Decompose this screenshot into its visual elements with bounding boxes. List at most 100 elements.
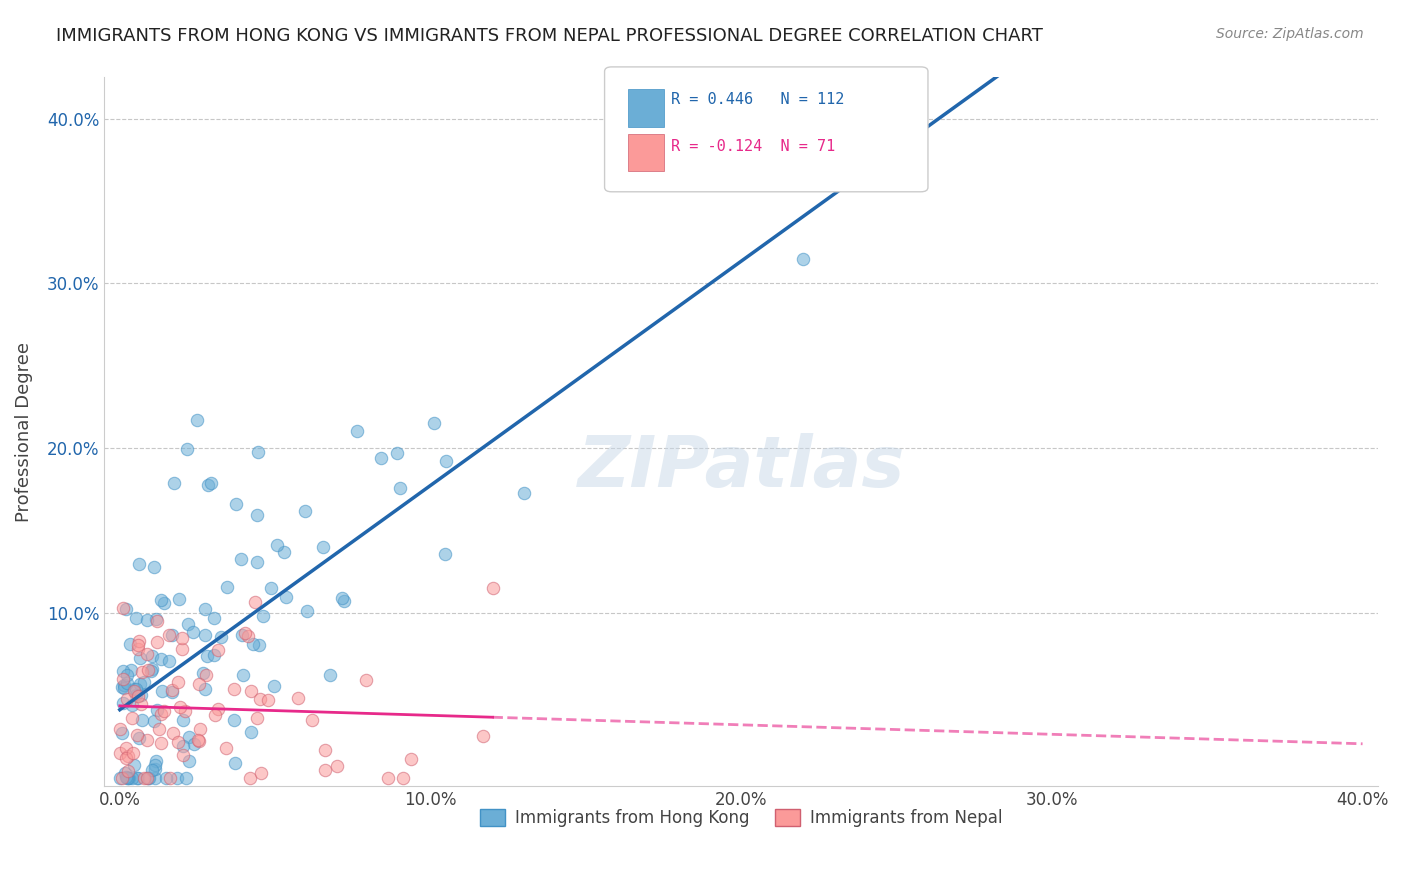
Text: ZIPatlas: ZIPatlas bbox=[578, 433, 905, 501]
Immigrants from Hong Kong bbox=[115, 676, 138, 690]
Immigrants from Nepal bbox=[127, 728, 149, 742]
Immigrants from Hong Kong bbox=[129, 651, 152, 665]
Immigrants from Hong Kong bbox=[122, 757, 145, 772]
Immigrants from Nepal bbox=[222, 682, 245, 697]
Immigrants from Nepal bbox=[314, 743, 336, 757]
Immigrants from Hong Kong bbox=[242, 637, 264, 651]
Immigrants from Hong Kong bbox=[297, 604, 319, 618]
Immigrants from Hong Kong bbox=[197, 478, 219, 492]
Immigrants from Hong Kong bbox=[179, 730, 201, 744]
Immigrants from Nepal bbox=[239, 771, 262, 785]
Immigrants from Hong Kong bbox=[194, 602, 217, 616]
Immigrants from Nepal bbox=[148, 722, 170, 736]
Immigrants from Hong Kong bbox=[513, 486, 536, 500]
Immigrants from Hong Kong bbox=[112, 697, 135, 711]
Immigrants from Nepal bbox=[172, 641, 194, 656]
Immigrants from Nepal bbox=[145, 614, 167, 628]
Immigrants from Hong Kong bbox=[385, 445, 408, 459]
Immigrants from Nepal bbox=[236, 629, 259, 643]
Immigrants from Hong Kong bbox=[111, 680, 134, 694]
Immigrants from Hong Kong bbox=[231, 668, 253, 682]
Immigrants from Hong Kong bbox=[135, 613, 157, 627]
Immigrants from Hong Kong bbox=[183, 737, 205, 751]
Immigrants from Nepal bbox=[392, 771, 415, 785]
Immigrants from Hong Kong bbox=[152, 596, 174, 610]
Immigrants from Hong Kong bbox=[231, 552, 253, 566]
Immigrants from Nepal bbox=[377, 771, 399, 785]
Immigrants from Hong Kong bbox=[194, 627, 217, 641]
Immigrants from Nepal bbox=[207, 643, 229, 657]
Immigrants from Nepal bbox=[117, 749, 139, 764]
Immigrants from Nepal bbox=[160, 682, 183, 697]
Text: Source: ZipAtlas.com: Source: ZipAtlas.com bbox=[1216, 27, 1364, 41]
Immigrants from Hong Kong bbox=[209, 630, 232, 644]
Immigrants from Hong Kong bbox=[332, 594, 354, 608]
Immigrants from Hong Kong bbox=[318, 668, 340, 682]
Immigrants from Hong Kong bbox=[160, 628, 183, 642]
Immigrants from Hong Kong bbox=[111, 664, 134, 678]
Immigrants from Hong Kong bbox=[120, 663, 142, 677]
Immigrants from Hong Kong bbox=[434, 454, 457, 468]
Immigrants from Hong Kong bbox=[792, 252, 814, 266]
Immigrants from Nepal bbox=[150, 706, 173, 721]
Immigrants from Hong Kong bbox=[129, 677, 152, 691]
Immigrants from Hong Kong bbox=[202, 610, 225, 624]
Immigrants from Nepal bbox=[136, 663, 159, 677]
Immigrants from Hong Kong bbox=[330, 591, 353, 605]
Immigrants from Hong Kong bbox=[312, 540, 335, 554]
Immigrants from Hong Kong bbox=[122, 682, 145, 697]
Immigrants from Nepal bbox=[127, 642, 149, 657]
Immigrants from Hong Kong bbox=[246, 508, 269, 522]
Immigrants from Hong Kong bbox=[145, 613, 167, 627]
Immigrants from Hong Kong bbox=[181, 625, 204, 640]
Immigrants from Hong Kong bbox=[294, 504, 316, 518]
Immigrants from Hong Kong bbox=[173, 713, 195, 727]
Immigrants from Hong Kong bbox=[110, 771, 132, 785]
Immigrants from Hong Kong bbox=[346, 425, 368, 439]
Immigrants from Hong Kong bbox=[138, 771, 160, 785]
Immigrants from Hong Kong bbox=[155, 771, 177, 785]
Immigrants from Nepal bbox=[481, 581, 503, 595]
Immigrants from Nepal bbox=[301, 713, 323, 727]
Immigrants from Hong Kong bbox=[225, 497, 247, 511]
Immigrants from Hong Kong bbox=[172, 739, 194, 753]
Immigrants from Hong Kong bbox=[124, 688, 146, 702]
Immigrants from Nepal bbox=[245, 595, 267, 609]
Immigrants from Nepal bbox=[173, 704, 195, 718]
Immigrants from Nepal bbox=[149, 736, 172, 750]
Immigrants from Nepal bbox=[215, 740, 238, 755]
Immigrants from Hong Kong bbox=[128, 731, 150, 746]
Immigrants from Hong Kong bbox=[127, 771, 149, 785]
Immigrants from Hong Kong bbox=[423, 416, 446, 430]
Immigrants from Hong Kong bbox=[246, 445, 269, 459]
Immigrants from Hong Kong bbox=[132, 675, 155, 690]
Immigrants from Nepal bbox=[471, 729, 494, 743]
Immigrants from Nepal bbox=[169, 699, 191, 714]
Immigrants from Hong Kong bbox=[125, 682, 148, 697]
Immigrants from Hong Kong bbox=[252, 608, 274, 623]
Immigrants from Hong Kong bbox=[162, 684, 184, 698]
Immigrants from Hong Kong bbox=[141, 763, 163, 777]
Immigrants from Hong Kong bbox=[131, 713, 153, 727]
Immigrants from Nepal bbox=[121, 711, 143, 725]
Immigrants from Nepal bbox=[135, 771, 157, 785]
Immigrants from Nepal bbox=[188, 734, 211, 748]
Immigrants from Hong Kong bbox=[136, 771, 159, 785]
Immigrants from Hong Kong bbox=[139, 664, 162, 678]
Immigrants from Hong Kong bbox=[124, 610, 146, 624]
Immigrants from Nepal bbox=[112, 672, 135, 686]
Immigrants from Hong Kong bbox=[246, 555, 269, 569]
Immigrants from Nepal bbox=[256, 693, 278, 707]
Immigrants from Hong Kong bbox=[142, 714, 165, 728]
Immigrants from Hong Kong bbox=[143, 757, 166, 772]
Immigrants from Hong Kong bbox=[112, 678, 135, 692]
Immigrants from Nepal bbox=[204, 708, 226, 723]
Immigrants from Hong Kong bbox=[389, 481, 412, 495]
Immigrants from Hong Kong bbox=[186, 413, 208, 427]
Immigrants from Hong Kong bbox=[176, 442, 198, 457]
Immigrants from Nepal bbox=[188, 722, 211, 736]
Immigrants from Nepal bbox=[354, 673, 377, 687]
Immigrants from Nepal bbox=[128, 634, 150, 648]
Immigrants from Hong Kong bbox=[143, 762, 166, 776]
Immigrants from Hong Kong bbox=[128, 557, 150, 571]
